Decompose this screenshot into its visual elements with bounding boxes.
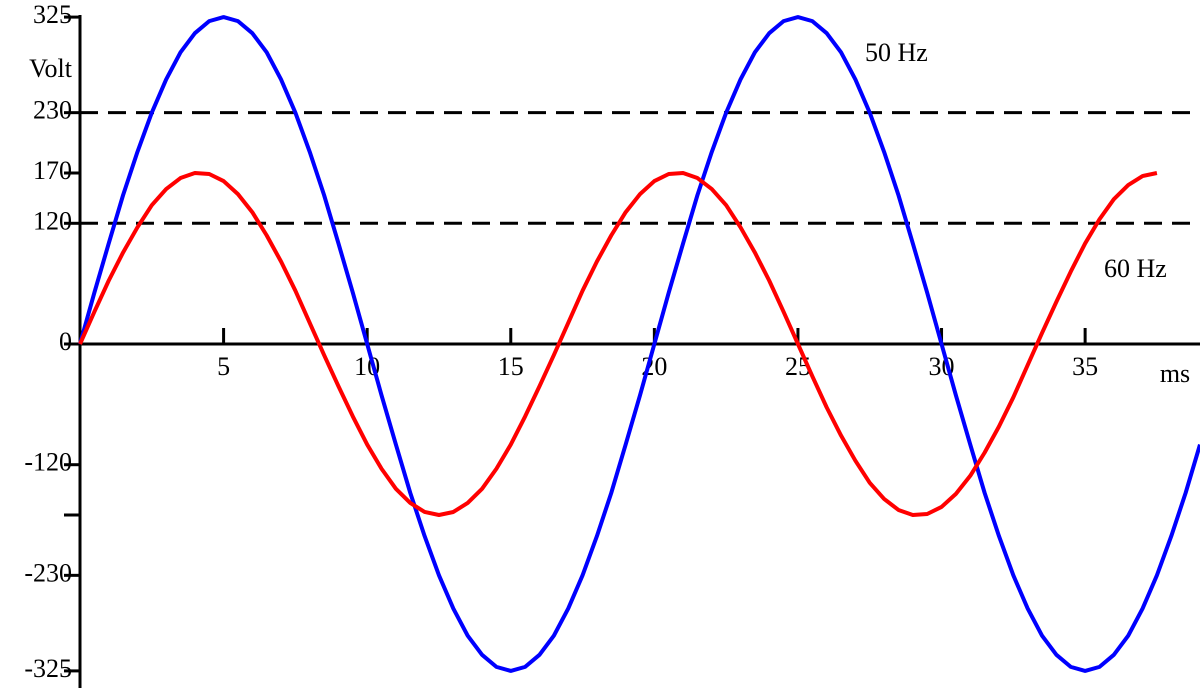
line-series: [78, 171, 1158, 517]
y-axis-label: Volt: [29, 54, 73, 83]
series-label: 60 Hz: [1104, 254, 1167, 283]
y-tick-label: -230: [24, 558, 72, 587]
y-tick-label: 170: [33, 156, 72, 185]
y-tick-label: -120: [24, 448, 72, 477]
y-tick-label: -325: [24, 654, 72, 683]
y-tick-label: 0: [59, 327, 72, 356]
series-label: 50 Hz: [865, 38, 928, 67]
x-axis-label: ms: [1160, 359, 1190, 388]
y-tick-label: 120: [33, 206, 72, 235]
y-tick-label: 230: [33, 96, 72, 125]
y-tick-label: 325: [33, 0, 72, 29]
line-series: [78, 15, 1200, 673]
x-tick-label: 5: [217, 352, 230, 381]
x-tick-label: 15: [498, 352, 524, 381]
x-tick-label: 35: [1072, 352, 1098, 381]
